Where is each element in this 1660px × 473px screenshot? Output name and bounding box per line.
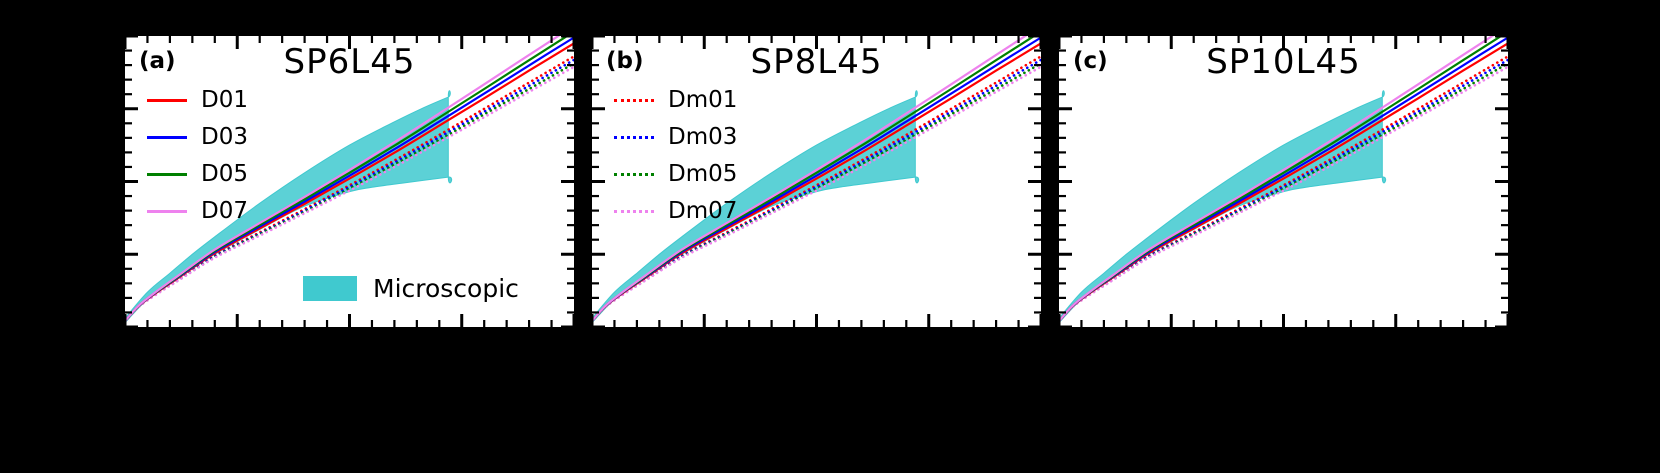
legend-label: Dm03 xyxy=(668,124,738,150)
panel-c: SP10L45 (c) xyxy=(1056,33,1511,330)
panel-a-title: SP6L45 xyxy=(283,42,416,82)
curve-Dm07 xyxy=(592,65,1041,323)
panel-b-letter: (b) xyxy=(606,48,644,74)
curve-Dm05 xyxy=(1059,62,1508,323)
legend-item-D01: D01 xyxy=(147,88,248,112)
legend-microscopic: Microscopic xyxy=(303,274,519,303)
panel-b: SP8L45 (b) Dm01 Dm03 Dm05 Dm07 xyxy=(589,33,1044,330)
plot-area-c xyxy=(1059,36,1508,327)
legend-label: D07 xyxy=(201,198,248,224)
legend-item-Dm05: Dm05 xyxy=(614,162,737,186)
curve-D07 xyxy=(592,36,1028,322)
legend-swatch-D07 xyxy=(147,209,187,213)
legend-swatch-D05 xyxy=(147,172,187,176)
legend-item-D07: D07 xyxy=(147,199,248,223)
legend-label: D01 xyxy=(201,87,248,113)
legend-item-Dm03: Dm03 xyxy=(614,125,737,149)
curve-Dm07 xyxy=(1059,65,1508,323)
legend-swatch-Dm01 xyxy=(614,98,654,102)
microscopic-band-label: Microscopic xyxy=(373,274,519,303)
legend-label: Dm05 xyxy=(668,161,738,187)
panel-a: SP6L45 (a) D01 D03 D05 D07 Microscopic xyxy=(122,33,577,330)
legend-swatch-D03 xyxy=(147,135,187,139)
legend-item-Dm07: Dm07 xyxy=(614,199,737,223)
legend-swatch-Dm07 xyxy=(614,209,654,213)
plot-area-b xyxy=(592,36,1041,327)
legend-swatch-Dm05 xyxy=(614,172,654,176)
plot-area-a xyxy=(125,36,574,327)
microscopic-band-swatch xyxy=(303,276,357,301)
panel-c-letter: (c) xyxy=(1073,48,1108,74)
legend-item-Dm01: Dm01 xyxy=(614,88,737,112)
legend-label: D03 xyxy=(201,124,248,150)
curve-D07 xyxy=(1059,36,1495,322)
legend-swatch-D01 xyxy=(147,98,187,102)
legend-swatch-Dm03 xyxy=(614,135,654,139)
panel-a-letter: (a) xyxy=(139,48,176,74)
panel-b-title: SP8L45 xyxy=(750,42,883,82)
curve-D07 xyxy=(125,36,561,322)
legend-panel-b: Dm01 Dm03 Dm05 Dm07 xyxy=(614,88,737,223)
legend-label: Dm01 xyxy=(668,87,738,113)
legend-item-D03: D03 xyxy=(147,125,248,149)
legend-label: Dm07 xyxy=(668,198,738,224)
legend-panel-a: D01 D03 D05 D07 xyxy=(147,88,248,223)
legend-item-D05: D05 xyxy=(147,162,248,186)
panel-c-title: SP10L45 xyxy=(1206,42,1361,82)
legend-label: D05 xyxy=(201,161,248,187)
curve-Dm07 xyxy=(125,65,574,323)
